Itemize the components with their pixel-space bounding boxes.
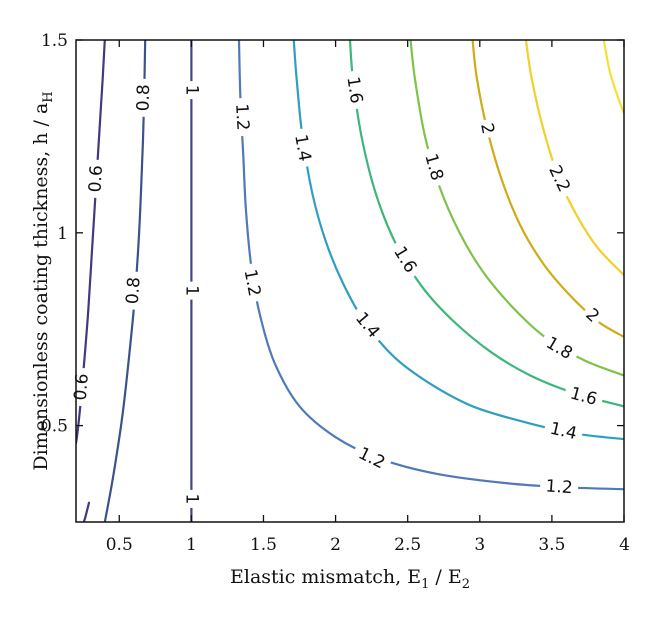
contour-label-background bbox=[385, 237, 425, 282]
contour-label: 1.8 bbox=[420, 151, 447, 183]
x-tick-label: 2 bbox=[330, 535, 341, 555]
contour-label-group: 1.2 bbox=[349, 440, 394, 477]
contour-line-0-6 bbox=[82, 501, 91, 522]
contour-label-group: 1 bbox=[180, 281, 203, 300]
contour-label-group: 1.8 bbox=[417, 145, 450, 189]
contour-label-background bbox=[132, 78, 156, 118]
contour-label-group: 1 bbox=[180, 81, 203, 100]
contour-label-background bbox=[229, 97, 254, 137]
contour-label-group: 1.6 bbox=[385, 237, 425, 282]
y-tick-label: 1 bbox=[57, 224, 68, 244]
contour-label: 0.8 bbox=[123, 276, 145, 304]
contour-label-background bbox=[237, 262, 267, 304]
contour-label-group: 1.6 bbox=[562, 381, 605, 413]
contour-labels: 0.6 0.6 0.8 0.8 1 1 1 1.2 1.2 1.2 1.2 1.4 1.4 1.4 1.6 1… bbox=[69, 69, 607, 508]
contour-label: 1 bbox=[181, 493, 201, 504]
contour-label-group: 0.8 bbox=[121, 270, 147, 311]
contour-label: 0.6 bbox=[85, 165, 107, 193]
contour-label-background bbox=[349, 440, 394, 477]
contour-label-background bbox=[474, 117, 500, 140]
x-tick-label: 4 bbox=[619, 535, 630, 555]
contour-label-background bbox=[578, 301, 607, 330]
contour-label-background bbox=[180, 281, 203, 300]
contour-line-2-2 bbox=[524, 40, 624, 277]
contour-label-background bbox=[540, 156, 578, 201]
x-tick-label: 1.5 bbox=[250, 535, 277, 555]
contour-label-group: 1.2 bbox=[539, 475, 579, 500]
y-tick-label: 1.5 bbox=[41, 31, 68, 51]
contour-label-group: 0.6 bbox=[69, 367, 95, 407]
contour-line-1-4 bbox=[292, 40, 624, 441]
contour-label-group: 1.2 bbox=[229, 97, 254, 137]
contour-label: 1.2 bbox=[231, 103, 252, 131]
contour-label: 1.6 bbox=[342, 75, 366, 105]
contour-line-1-6 bbox=[348, 40, 624, 408]
x-tick-label: 1 bbox=[186, 535, 197, 555]
contour-label-background bbox=[417, 145, 450, 189]
contour-label: 1.4 bbox=[548, 419, 579, 445]
contour-label: 1.2 bbox=[545, 476, 573, 498]
y-tick-label: 0.5 bbox=[41, 417, 68, 437]
contour-label-group: 1.6 bbox=[340, 69, 368, 111]
axis-ticks: 0.5 1 1.5 2 2.5 3 3.5 4 0.5 1 1.5 bbox=[41, 31, 630, 555]
x-tick-label: 0.5 bbox=[106, 535, 133, 555]
contour-label-group: 1.4 bbox=[346, 303, 388, 347]
contour-line-2-4 bbox=[602, 40, 624, 115]
contour-label-group: 0.8 bbox=[132, 78, 156, 118]
contour-label-background bbox=[542, 416, 585, 447]
contour-label-background bbox=[84, 159, 109, 199]
contour-label-group: 2 bbox=[474, 117, 500, 140]
contour-label-group: 2 bbox=[578, 301, 607, 330]
x-tick-label: 3 bbox=[474, 535, 485, 555]
contour-line-0-6 bbox=[76, 40, 106, 445]
x-tick-label: 3.5 bbox=[538, 535, 565, 555]
contour-label-background bbox=[537, 329, 582, 368]
contour-label: 2 bbox=[476, 121, 498, 136]
contour-label-group: 1.4 bbox=[288, 127, 317, 169]
contour-label-group: 0.6 bbox=[84, 159, 109, 199]
contour-label: 1.6 bbox=[568, 384, 599, 410]
contour-label-group: 1.4 bbox=[542, 416, 585, 447]
contour-label: 1.2 bbox=[240, 268, 265, 298]
contour-label-background bbox=[539, 475, 579, 500]
contour-line-1-2 bbox=[237, 40, 624, 491]
contour-label: 1 bbox=[181, 285, 201, 296]
contour-label-background bbox=[180, 489, 203, 508]
contour-label-group: 1 bbox=[180, 489, 203, 508]
contour-label-group: 2.2 bbox=[540, 156, 578, 201]
y-axis-title: Dimensionless coating thickness, h / aH bbox=[30, 91, 56, 470]
x-tick-label: 2.5 bbox=[394, 535, 421, 555]
contour-line-2 bbox=[471, 40, 624, 338]
contour-label-background bbox=[180, 81, 203, 100]
contour-label: 0.8 bbox=[133, 84, 154, 112]
contour-label: 1.4 bbox=[290, 133, 314, 163]
contour-label-background bbox=[346, 303, 388, 347]
contour-label-background bbox=[288, 127, 317, 169]
contour-label-background bbox=[562, 381, 605, 413]
contour-label-background bbox=[121, 270, 147, 311]
contour-label-group: 1.2 bbox=[237, 262, 267, 304]
contour-lines bbox=[76, 40, 624, 522]
contour-label: 1 bbox=[181, 85, 201, 96]
x-axis-title: Elastic mismatch, E1 / E2 bbox=[230, 566, 470, 592]
plot-frame bbox=[75, 39, 625, 523]
contour-line-0-8 bbox=[103, 40, 147, 522]
contour-label: 0.6 bbox=[71, 373, 93, 402]
contour-label-background bbox=[340, 69, 368, 111]
